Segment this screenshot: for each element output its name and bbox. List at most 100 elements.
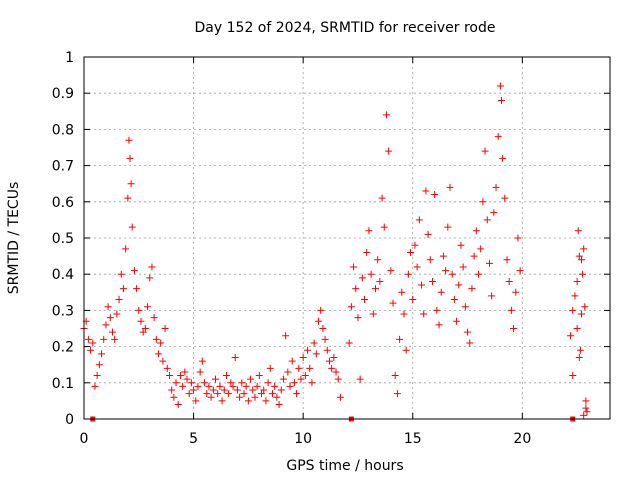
data-point (376, 277, 384, 285)
data-point (137, 317, 145, 325)
x-tick-label: 0 (80, 431, 89, 447)
data-point (573, 277, 581, 285)
data-point (503, 256, 511, 264)
data-point (187, 379, 195, 387)
data-point (125, 136, 133, 144)
data-point (435, 321, 443, 329)
data-point (139, 328, 147, 336)
data-point (179, 382, 187, 390)
data-point (258, 390, 266, 398)
data-point (317, 306, 325, 314)
data-point (218, 397, 226, 405)
x-axis-label: GPS time / hours (286, 458, 403, 474)
data-point (126, 154, 134, 162)
data-point (194, 382, 202, 390)
data-point (567, 332, 575, 340)
data-point (201, 379, 209, 387)
data-point (185, 390, 193, 398)
data-point (111, 335, 119, 343)
y-tick-label: 0.5 (52, 231, 74, 247)
data-point (582, 397, 590, 405)
data-point (336, 393, 344, 401)
data-point (297, 375, 305, 383)
data-point (483, 216, 491, 224)
data-point (205, 382, 213, 390)
data-point (516, 267, 524, 275)
y-tick-label: 0.4 (52, 267, 74, 283)
data-point (437, 288, 445, 296)
data-point (468, 285, 476, 293)
data-point (312, 350, 320, 358)
data-point (277, 386, 285, 394)
data-point (122, 245, 130, 253)
data-point (583, 408, 591, 416)
data-point (499, 154, 507, 162)
data-point (89, 339, 97, 347)
data-point (229, 382, 237, 390)
data-point (569, 306, 577, 314)
data-point (183, 375, 191, 383)
data-point (152, 335, 160, 343)
data-point (580, 245, 588, 253)
data-point (170, 393, 178, 401)
data-point (168, 386, 176, 394)
data-point (165, 372, 173, 380)
x-tick-label: 15 (404, 431, 422, 447)
data-point (385, 147, 393, 155)
data-point (91, 382, 99, 390)
data-point (124, 194, 132, 202)
data-point (216, 382, 224, 390)
data-point (203, 390, 211, 398)
data-point (575, 353, 583, 361)
data-point (575, 252, 583, 260)
data-point (512, 288, 520, 296)
data-point (115, 296, 123, 304)
y-tick-label: 0.1 (52, 376, 74, 392)
data-point (347, 303, 355, 311)
data-point (249, 386, 257, 394)
data-point (304, 346, 312, 354)
y-tick-label: 0.3 (52, 303, 74, 319)
data-point (490, 209, 498, 217)
data-point (310, 339, 318, 347)
data-point (117, 270, 125, 278)
data-point (332, 368, 340, 376)
data-point (475, 270, 482, 278)
data-point (130, 267, 138, 275)
data-point (439, 252, 447, 260)
data-point (396, 335, 404, 343)
data-point (371, 285, 379, 293)
data-point (87, 346, 95, 354)
data-point (268, 390, 276, 398)
data-point (113, 310, 121, 318)
data-point (286, 382, 294, 390)
data-point (282, 332, 290, 340)
data-point (290, 379, 298, 387)
data-point (255, 372, 263, 380)
data-point (494, 133, 502, 141)
chart-title: Day 152 of 2024, SRMTID for receiver rod… (195, 20, 496, 36)
data-point (582, 404, 590, 412)
data-point (222, 372, 230, 380)
data-point (334, 375, 342, 383)
data-point (190, 386, 198, 394)
y-tick-label: 0.6 (52, 195, 74, 211)
data-point (284, 368, 292, 376)
data-point (571, 292, 579, 300)
data-point (391, 372, 399, 380)
data-point (196, 368, 204, 376)
y-tick-label: 0.8 (52, 122, 74, 138)
data-point (420, 310, 428, 318)
x-tick-label: 10 (294, 431, 312, 447)
data-point (150, 314, 158, 322)
data-point (242, 382, 250, 390)
data-point (308, 379, 316, 387)
data-point (578, 310, 586, 318)
data-point (119, 285, 127, 293)
data-point (501, 194, 509, 202)
data-point (578, 256, 586, 264)
data-point (207, 393, 215, 401)
data-point (176, 372, 184, 380)
data-point (240, 390, 248, 398)
data-point (450, 296, 458, 304)
